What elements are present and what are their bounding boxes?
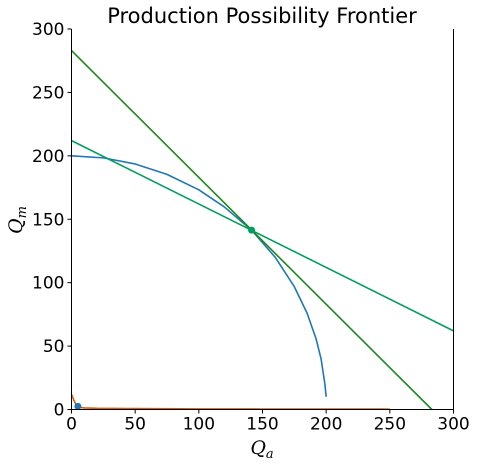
x-tick-label: 100 [183,415,215,435]
y-axis-label: Qm [5,206,30,234]
series-line-1 [71,155,327,397]
y-tick-label: 200 [32,147,64,167]
x-axis-label-main: Q [250,437,266,459]
x-axis-label-sub: a [266,447,274,462]
y-tick-label: 150 [32,210,64,230]
y-axis-label-sub: m [15,206,30,218]
x-tick-label: 0 [66,415,77,435]
y-tick-label: 100 [32,274,64,294]
axes [71,29,454,410]
x-axis-label: Qa [250,437,273,462]
x-ticks: 0 50 100 150 200 250 300 [66,409,470,435]
series-line-4 [70,393,390,410]
chart-title: Production Possibility Frontier [107,4,417,28]
y-axis-label-main: Q [5,218,27,234]
y-tick-label: 0 [54,401,65,421]
plot-lines [70,49,454,411]
x-tick-label: 250 [374,415,406,435]
x-tick-label: 150 [246,415,278,435]
y-tick-label: 300 [32,20,64,40]
y-ticks: 0 50 100 150 200 250 300 [32,20,72,421]
data-point-2 [74,402,82,410]
x-tick-label: 300 [437,415,469,435]
y-tick-label: 50 [43,337,65,357]
data-point-1 [248,226,256,234]
y-tick-label: 250 [32,83,64,103]
x-tick-label: 200 [310,415,342,435]
x-tick-label: 50 [124,415,146,435]
plot-points [74,226,256,410]
series-line-2 [71,139,454,332]
